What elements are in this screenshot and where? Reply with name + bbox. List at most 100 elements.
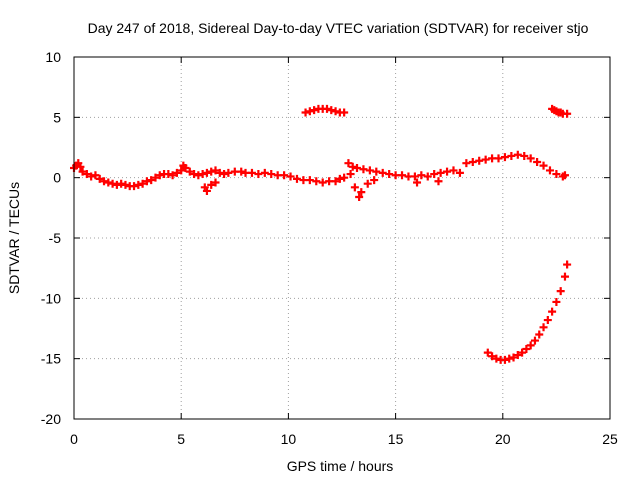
y-tick-label: -5 <box>49 230 62 246</box>
data-point <box>350 183 359 192</box>
x-tick-label: 15 <box>388 431 404 447</box>
data-point <box>533 157 542 166</box>
data-point <box>286 172 295 181</box>
data-point <box>260 168 269 177</box>
data-point <box>340 108 349 117</box>
data-point <box>305 176 314 185</box>
y-tick-label: 10 <box>45 49 61 65</box>
data-point <box>202 168 211 177</box>
data-point <box>365 166 374 175</box>
data-point <box>385 170 394 179</box>
data-point <box>455 168 464 177</box>
data-point <box>211 166 220 175</box>
data-point <box>138 179 147 188</box>
data-point <box>142 177 151 186</box>
y-tick-label: -20 <box>41 411 61 427</box>
data-point <box>449 166 458 175</box>
data-point <box>190 170 199 179</box>
data-point <box>483 348 492 357</box>
data-point <box>509 353 518 362</box>
data-point <box>211 178 220 187</box>
data-point <box>526 154 535 163</box>
data-point <box>267 170 276 179</box>
data-point <box>247 168 256 177</box>
data-point <box>155 171 164 180</box>
data-point <box>224 168 233 177</box>
x-tick-label: 10 <box>281 431 297 447</box>
data-point <box>322 104 331 113</box>
series-group <box>483 260 572 364</box>
data-point <box>355 192 364 201</box>
data-point <box>310 106 319 115</box>
data-point <box>78 167 87 176</box>
data-point <box>335 174 344 183</box>
data-point <box>344 159 353 168</box>
data-point <box>130 182 139 191</box>
data-point <box>121 180 130 189</box>
ticks <box>73 56 611 420</box>
data-point <box>100 177 109 186</box>
data-point <box>292 174 301 183</box>
data-point <box>372 167 381 176</box>
data-point <box>327 106 336 115</box>
data-point <box>370 176 379 185</box>
data-point <box>363 179 372 188</box>
series-group <box>200 170 443 201</box>
data-point <box>545 166 554 175</box>
data-point <box>215 168 224 177</box>
data-point <box>237 167 246 176</box>
x-axis-label: GPS time / hours <box>287 458 394 474</box>
data-point <box>556 287 565 296</box>
data-point <box>95 174 104 183</box>
data-point <box>413 178 422 187</box>
data-point <box>220 170 229 179</box>
data-point <box>280 171 289 180</box>
data-point <box>560 272 569 281</box>
data-point <box>513 150 522 159</box>
series-group <box>70 150 569 191</box>
data-point <box>398 171 407 180</box>
y-tick-label: -15 <box>41 351 61 367</box>
data-point <box>462 159 471 168</box>
data-point <box>434 177 443 186</box>
data-point <box>552 170 561 179</box>
tick-labels: 0 5 10 15 20 25 -20 -15 -10 -5 0 5 10 <box>41 49 618 447</box>
data-point <box>76 162 85 171</box>
data-point <box>563 260 572 269</box>
x-tick-label: 0 <box>70 431 78 447</box>
data-point <box>563 109 572 118</box>
data-point <box>177 166 186 175</box>
data-point <box>436 168 445 177</box>
data-point <box>172 168 181 177</box>
data-point <box>548 307 557 316</box>
data-point <box>198 170 207 179</box>
data-point <box>151 173 160 182</box>
data-point <box>168 171 177 180</box>
data-point <box>475 156 484 165</box>
series-group <box>548 104 572 118</box>
data-point <box>348 162 357 171</box>
data-point <box>340 173 349 182</box>
y-tick-label: -10 <box>41 290 61 306</box>
data-point <box>530 336 539 345</box>
data-point <box>500 153 509 162</box>
data-point <box>312 177 321 186</box>
data-points <box>70 104 572 364</box>
data-point <box>539 323 548 332</box>
data-point <box>518 348 527 357</box>
data-point <box>481 155 490 164</box>
data-point <box>108 179 117 188</box>
x-tick-label: 25 <box>602 431 618 447</box>
data-point <box>112 180 121 189</box>
data-point <box>301 108 310 117</box>
data-point <box>505 354 514 363</box>
data-point <box>181 164 190 173</box>
data-point <box>423 172 432 181</box>
data-point <box>207 180 216 189</box>
series-group <box>301 104 349 117</box>
y-axis-label: SDTVAR / TECUs <box>6 182 22 294</box>
data-point <box>353 164 362 173</box>
data-point <box>359 165 368 174</box>
